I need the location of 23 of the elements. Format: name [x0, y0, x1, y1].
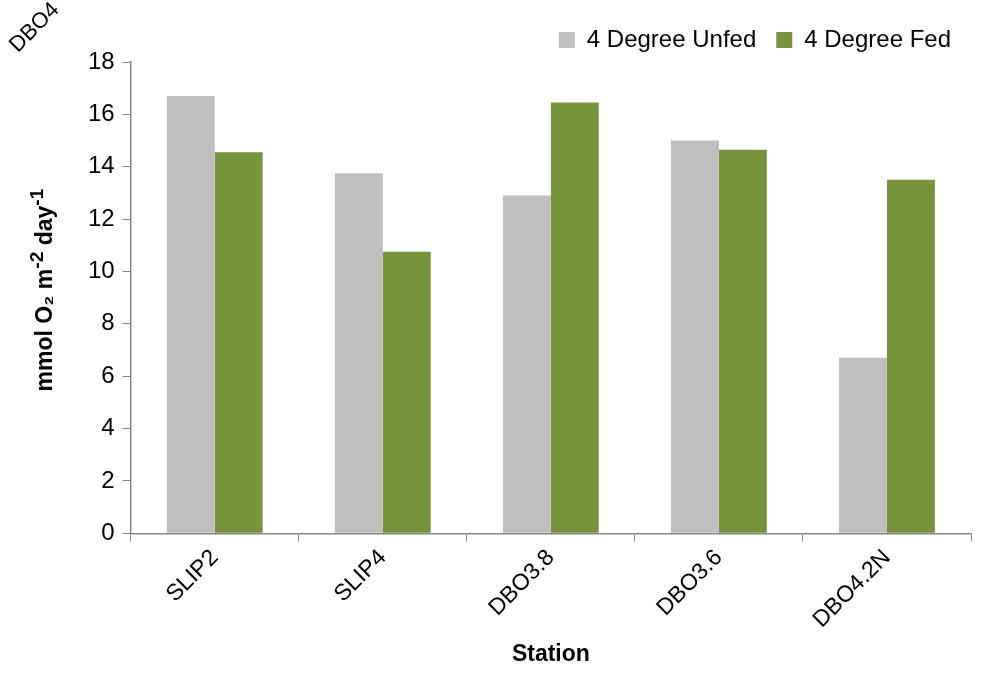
y-tick-label: 16	[87, 98, 115, 126]
legend-label: 4 Degree Fed	[804, 24, 952, 52]
bar	[334, 173, 383, 533]
y-tick-label: 0	[101, 517, 115, 545]
y-tick-label: 18	[87, 46, 115, 74]
bar	[550, 102, 599, 533]
y-tick-label: 14	[87, 151, 115, 179]
bar	[382, 251, 431, 533]
bar	[166, 96, 215, 533]
bar	[886, 179, 935, 533]
y-tick-label: 6	[101, 360, 115, 388]
legend-label: 4 Degree Unfed	[586, 24, 757, 52]
bar	[839, 357, 887, 533]
y-tick-label: 12	[87, 203, 115, 231]
x-axis-title: Station	[511, 639, 590, 666]
bar	[214, 152, 263, 533]
bar	[671, 140, 719, 533]
bar	[718, 149, 767, 533]
y-tick-label: 8	[101, 308, 115, 336]
y-tick-label: 2	[101, 465, 115, 493]
bar	[502, 195, 551, 533]
y-tick-label: 10	[87, 256, 115, 284]
y-tick-label: 4	[101, 413, 115, 441]
